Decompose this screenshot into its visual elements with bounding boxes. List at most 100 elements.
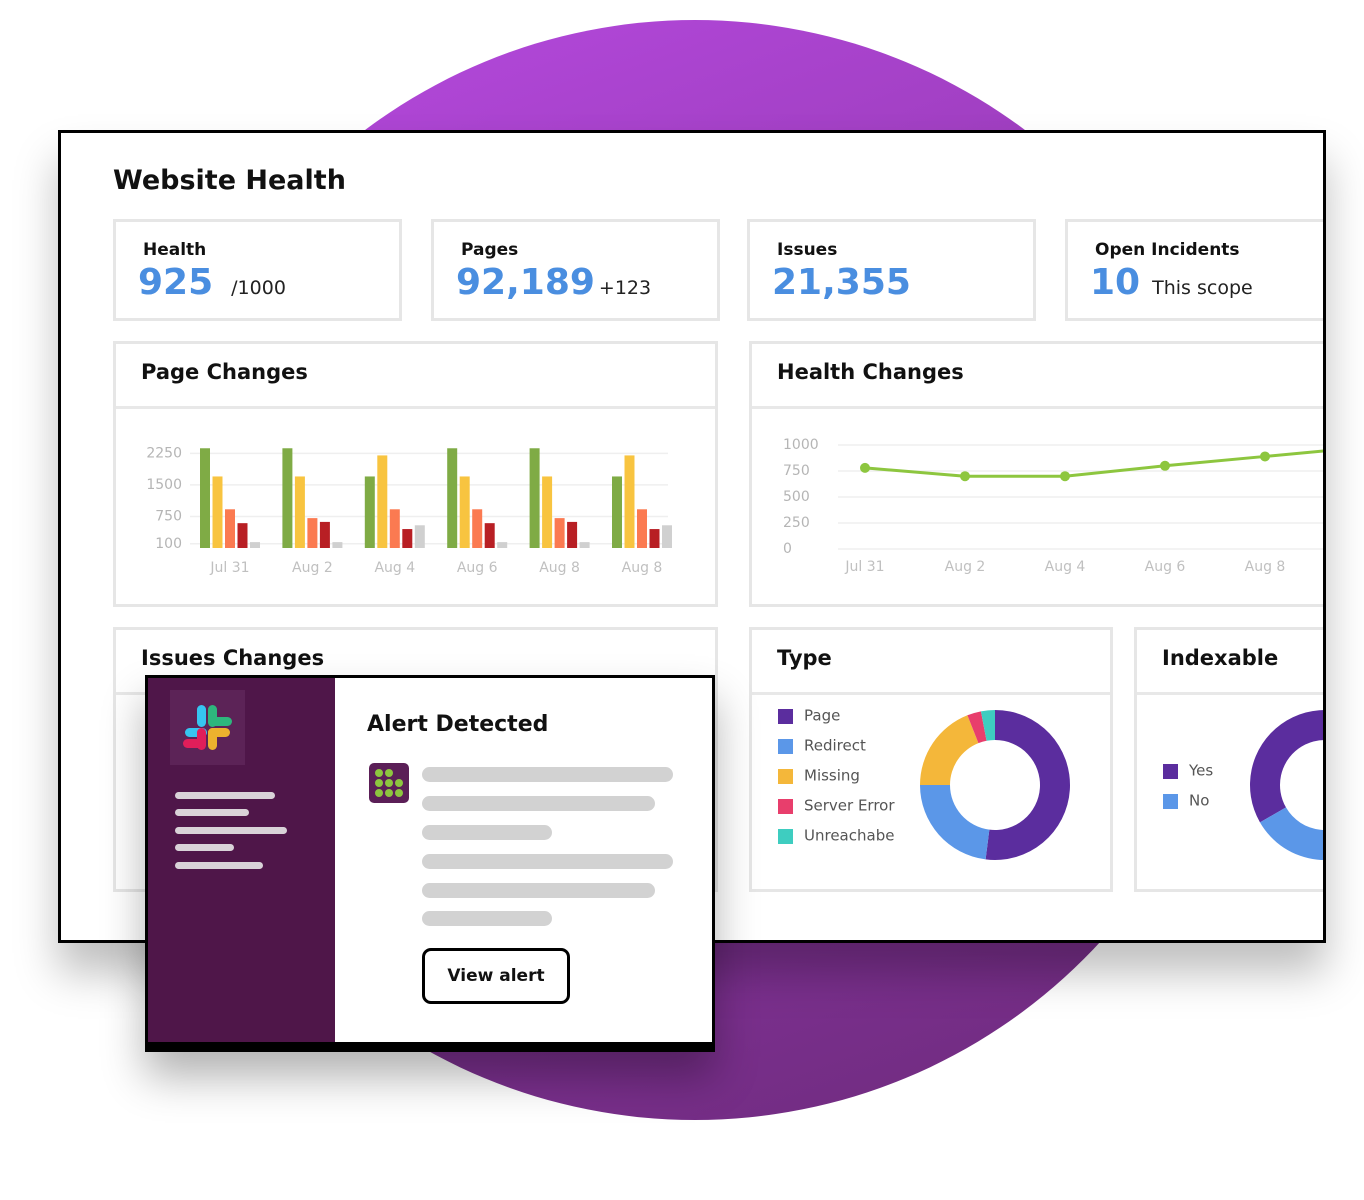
point: [1060, 471, 1070, 482]
legend-swatch: [778, 739, 793, 754]
stat-label: Issues: [777, 240, 838, 260]
stat-value-row: 10 This scope: [1090, 262, 1253, 303]
bar: [662, 525, 672, 548]
bar: [389, 509, 400, 548]
donut-segment: [967, 711, 987, 744]
placeholder-line: [422, 825, 552, 840]
legend-swatch: [1163, 794, 1178, 809]
panel-header: Page Changes: [116, 344, 715, 409]
donut-segment: [920, 715, 979, 785]
bar: [529, 448, 540, 548]
bar: [225, 509, 235, 548]
donut-segment: [1259, 807, 1326, 860]
slack-sidebar: [148, 678, 335, 1042]
stat-card: Issues 21,355: [747, 219, 1036, 321]
panel-title: Page Changes: [141, 360, 308, 384]
x-tick-label: Aug 4: [374, 560, 415, 576]
bar: [402, 529, 413, 548]
bar: [212, 476, 223, 548]
panel: Page Changes: [113, 341, 718, 607]
y-tick-label: 1000: [783, 437, 819, 453]
legend-label: Missing: [804, 767, 860, 785]
legend-label: Yes: [1188, 762, 1213, 780]
y-tick-label: 1500: [146, 477, 182, 493]
placeholder-line: [422, 767, 673, 782]
donut-segment: [980, 710, 995, 741]
legend-label: No: [1189, 792, 1209, 810]
alert-title: Alert Detected: [367, 712, 549, 737]
dashboard-card: Website Health Health 925/1000 Pages 92,…: [58, 130, 1326, 943]
placeholder-line: [175, 862, 263, 869]
stat-value: 10: [1090, 262, 1141, 303]
stat-suffix: /1000: [231, 277, 286, 299]
panel-title: Health Changes: [777, 360, 964, 384]
bar: [637, 509, 647, 548]
slack-logo: [170, 690, 245, 765]
x-tick-label: Aug 8: [622, 560, 663, 576]
bar: [332, 542, 343, 548]
bar: [472, 509, 483, 548]
legend-swatch: [778, 769, 793, 784]
x-tick-label: Aug 6: [1145, 559, 1186, 575]
stat-value: 21,355: [772, 262, 911, 303]
bar: [447, 448, 458, 548]
placeholder-line: [175, 844, 234, 851]
panel-title: Type: [777, 646, 832, 670]
placeholder-line: [422, 911, 552, 926]
bar: [497, 542, 508, 548]
placeholder-line: [422, 854, 673, 869]
bar: [649, 529, 660, 548]
legend-label: Page: [804, 707, 840, 725]
y-tick-label: 0: [783, 541, 792, 557]
x-tick-label: Aug 2: [292, 560, 333, 576]
legend-label: Redirect: [804, 737, 866, 755]
bar: [237, 523, 248, 548]
panel-header: Health Changes: [752, 344, 1326, 409]
bar: [364, 476, 375, 548]
stat-card: Open Incidents 10 This scope: [1065, 219, 1326, 321]
stat-card: Pages 92,189 +123: [431, 219, 720, 321]
x-tick-label: Aug 4: [1045, 559, 1086, 575]
x-tick-label: Jul 31: [844, 559, 884, 575]
stat-suffix: +123: [598, 277, 652, 299]
bar: [307, 518, 318, 548]
bar: [282, 448, 293, 548]
stat-suffix: This scope: [1152, 277, 1253, 299]
panel-header: Indexable: [1137, 630, 1326, 695]
line: [864, 449, 1326, 478]
stat-value: 925: [138, 262, 214, 303]
bar: [294, 476, 305, 548]
stat-value-row: 21,355: [772, 262, 911, 303]
bar: [567, 521, 578, 548]
panel: Health Changes: [749, 341, 1326, 607]
y-tick-label: 500: [783, 489, 810, 505]
x-tick-label: Aug 8: [539, 560, 580, 576]
panel-title: Issues Changes: [141, 646, 325, 670]
point: [960, 471, 970, 482]
donut-segment: [1250, 710, 1326, 823]
bar: [414, 525, 425, 548]
point: [860, 462, 870, 473]
placeholder-line: [422, 796, 655, 811]
stat-card: Health 925/1000: [113, 219, 402, 321]
bar: [484, 523, 495, 548]
bar: [459, 476, 470, 548]
donut-segment: [920, 785, 990, 860]
point: [1260, 451, 1270, 462]
x-tick-label: Aug 6: [457, 560, 498, 576]
legend-swatch: [778, 799, 793, 814]
bar: [377, 455, 388, 548]
legend-swatch: [1163, 764, 1178, 779]
stat-value-row: 92,189 +123: [456, 262, 651, 303]
placeholder-line: [422, 883, 655, 898]
x-tick-label: Aug 8: [1245, 559, 1286, 575]
placeholder-line: [175, 809, 249, 816]
view-alert-button[interactable]: View alert: [422, 948, 570, 1004]
point: [1160, 460, 1170, 471]
bar: [579, 542, 590, 548]
app-icon: [369, 763, 409, 803]
stat-value: 92,189: [456, 262, 595, 303]
bar: [200, 448, 210, 548]
bar: [542, 476, 553, 548]
